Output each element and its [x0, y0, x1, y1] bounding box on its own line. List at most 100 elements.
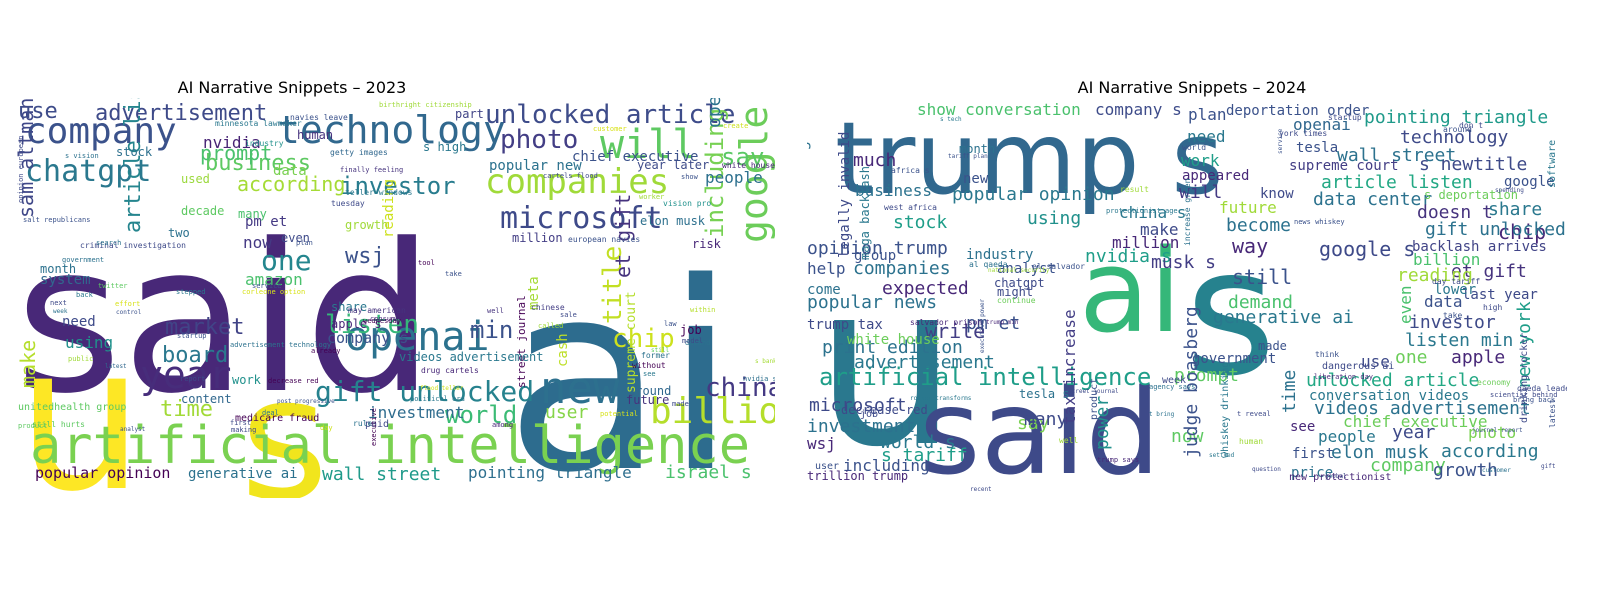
word-company: company	[1370, 455, 1446, 476]
word-google-s: google s	[1319, 237, 1415, 261]
word-corleone-option: corleone option	[242, 288, 305, 296]
word-make: make	[16, 340, 40, 388]
word-flood-teller: flood teller	[420, 385, 464, 392]
word-data: data	[273, 163, 307, 179]
word-reading: reading	[381, 179, 397, 238]
word-t-bring: t bring	[1149, 411, 1175, 418]
word-data-center: data center	[1313, 189, 1432, 210]
word-year: year	[1392, 422, 1436, 443]
word-listen: listen	[325, 310, 419, 340]
word-take: take	[445, 270, 462, 278]
word-popular-opinion: popular opinion	[35, 464, 170, 482]
word-trump-s: trump s	[835, 100, 1223, 217]
word-need: need	[1187, 127, 1226, 146]
word-t-reveal: t reveal	[1237, 410, 1271, 418]
word-according: according	[237, 172, 345, 196]
word-doesn-t: doesn t	[1417, 202, 1493, 223]
word-latest: latest	[105, 363, 127, 370]
word-work: work	[232, 373, 262, 387]
word-openai: openai	[345, 314, 490, 360]
word-including: including	[843, 456, 930, 475]
word-control: control	[116, 309, 142, 316]
word-might: might	[997, 285, 1033, 299]
word-increase-green: increase green	[1183, 178, 1192, 246]
word-s-tariff: s tariff	[881, 445, 968, 466]
word-product: product	[18, 422, 48, 430]
word-said: said	[919, 363, 1160, 498]
word-risk: risk	[692, 237, 722, 251]
word-china-s: china s	[1119, 203, 1186, 222]
word-public: public	[68, 355, 93, 363]
word-israel-s: israel s	[665, 462, 752, 483]
word-made: made	[1258, 339, 1287, 353]
word-stepped: stepped	[176, 288, 206, 296]
word-billion: billion	[650, 391, 775, 432]
word-expected: expected	[882, 278, 969, 299]
word-write: write	[925, 319, 985, 343]
word-product: product	[1089, 378, 1100, 420]
word-amazon: amazon	[245, 270, 303, 289]
word-use: use	[18, 99, 58, 124]
word-protectionist-age: protectionist age	[1106, 207, 1178, 215]
word-called: called	[538, 322, 563, 330]
word-pm-et: pm et	[245, 214, 287, 230]
word-photo: photo	[500, 125, 578, 155]
word-investor: investor	[1409, 312, 1496, 333]
word-investment: investment	[807, 416, 915, 437]
word-analyst: analyst	[120, 426, 146, 433]
word-report: report	[180, 375, 205, 383]
word-chatgpt: chatgpt	[25, 154, 151, 189]
word-now: now	[243, 233, 272, 252]
word-national-security: national security	[988, 267, 1050, 274]
word-apple-s: apple s	[331, 317, 382, 331]
word-time: time	[160, 397, 213, 422]
word-executive: executive	[370, 408, 378, 446]
word-executive-power: executive power	[979, 298, 986, 353]
word-recent: recent	[970, 486, 992, 493]
word-street-journal: street journal	[515, 295, 528, 388]
word-much: much	[853, 150, 896, 171]
word-popular-news: popular news	[807, 292, 937, 313]
word-unlocked-article: unlocked article	[1306, 370, 1479, 391]
word-user: user	[815, 461, 839, 472]
word-drug-cartels: drug cartels	[421, 366, 479, 375]
word-birthright-citizenship: birthright citizenship	[379, 101, 472, 109]
word-among: among	[492, 421, 513, 429]
word-need: need	[62, 314, 96, 330]
word-chinese: chinese	[531, 303, 565, 312]
word-don-t: don t	[1459, 121, 1483, 130]
word-supreme-court: supreme court	[624, 291, 639, 393]
word-well: well	[1059, 436, 1078, 445]
word-bring-back: bring back	[1513, 396, 1556, 404]
word-chatgpt: chatgpt	[994, 276, 1045, 290]
word-well: well	[487, 307, 504, 315]
word-price: price	[1291, 465, 1333, 481]
word-gift: gift	[1541, 463, 1556, 470]
word-consumer: consumer	[370, 315, 404, 323]
word-economy: economy	[1477, 378, 1511, 387]
word-chip: chip	[1498, 220, 1546, 244]
word-high: high	[1483, 303, 1502, 312]
word-popular-new: popular new	[489, 158, 582, 174]
word-growth: growth	[345, 218, 388, 232]
word-news-whiskey: news whiskey	[1294, 218, 1345, 226]
word-u: u	[815, 235, 958, 497]
word-stock: stock	[116, 145, 153, 159]
word-nvidia: nvidia	[203, 133, 261, 152]
word-advertisement: advertisement	[95, 101, 267, 126]
word-videos-advertisement: videos advertisement	[399, 350, 544, 364]
word-share: share	[1488, 199, 1542, 220]
word-service: service	[252, 282, 282, 290]
word-see: see	[643, 370, 656, 378]
word-lower: lower	[1434, 282, 1476, 298]
word-first: first	[230, 419, 251, 427]
word-million: million	[512, 231, 563, 245]
word-trump-says: trump says	[1097, 456, 1139, 464]
word-company-s: company s	[327, 329, 408, 347]
word-el-salvador: el salvador	[1032, 262, 1085, 271]
word-decrease-red: decrease red	[841, 403, 928, 417]
word-demand: demand	[685, 339, 710, 347]
word-videos-advertisement: videos advertisement	[1314, 398, 1531, 419]
word-elon-musk: elon musk	[640, 214, 706, 228]
